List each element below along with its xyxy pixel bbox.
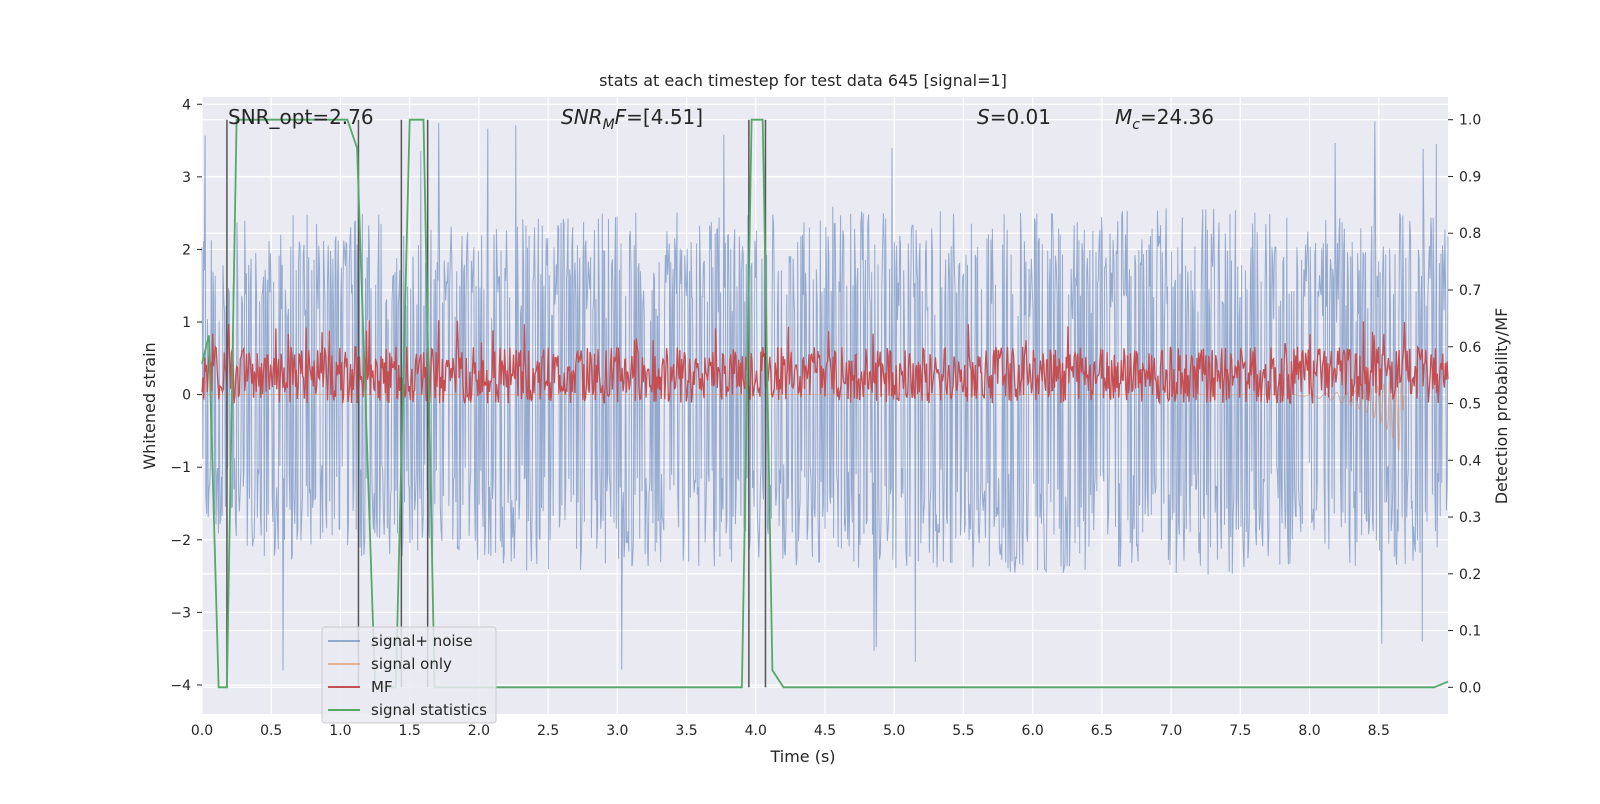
signal-only-chirp xyxy=(1281,373,1405,452)
x-tick-label: 7.0 xyxy=(1160,723,1182,739)
x-tick-label: 6.0 xyxy=(1022,723,1044,739)
x-tick-label: 8.5 xyxy=(1368,723,1390,739)
legend-label-stat: signal statistics xyxy=(371,701,487,719)
y-right-tick-label: 0.7 xyxy=(1459,283,1481,299)
x-tick-label: 3.5 xyxy=(675,723,697,739)
signal-only-series xyxy=(202,373,1405,452)
x-tick-label: 0.5 xyxy=(260,723,282,739)
mc-subscript: c xyxy=(1132,117,1140,133)
s-symbol: S xyxy=(977,105,990,129)
y-right-tick-label: 0.3 xyxy=(1459,510,1481,526)
y-right-tick-label: 0.4 xyxy=(1459,453,1481,469)
y-left-tick-label: 4 xyxy=(182,97,191,113)
x-tick-label: 6.5 xyxy=(1091,723,1113,739)
x-tick-label: 5.0 xyxy=(883,723,905,739)
y-left-tick-label: −4 xyxy=(170,678,191,694)
y-left-tick-label: −1 xyxy=(170,460,191,476)
chart-title: stats at each timestep for test data 645… xyxy=(599,71,1007,90)
y-right-tick-label: 1.0 xyxy=(1459,113,1481,129)
legend: signal+ noise signal only MF signal stat… xyxy=(321,626,497,724)
y-right-tick-label: 0.9 xyxy=(1459,169,1481,185)
mf-series xyxy=(201,320,1449,406)
x-tick-label: 4.0 xyxy=(745,723,767,739)
y-left-tick-label: −2 xyxy=(170,533,191,549)
x-tick-label: 7.5 xyxy=(1229,723,1251,739)
mf-line xyxy=(201,320,1449,406)
mc-value: =24.36 xyxy=(1140,105,1214,129)
y-axis-label-right: Detection probability/MF xyxy=(1492,308,1511,505)
snr-mf-tail: F xyxy=(615,105,627,129)
axis-ticks: 0.0 0.5 1.0 1.5 2.0 2.5 3.0 3.5 4.0 4.5 5.0 5.5 6.0 6… xyxy=(170,97,1481,739)
mc-symbol: M xyxy=(1115,105,1132,129)
x-tick-label: 2.0 xyxy=(468,723,490,739)
x-tick-label: 3.0 xyxy=(606,723,628,739)
mc-annotation: Mc=24.36 xyxy=(1115,105,1214,133)
y-right-tick-label: 0.0 xyxy=(1459,680,1481,696)
legend-box xyxy=(321,626,497,724)
snr-opt-annotation: SNR_opt=2.76 xyxy=(228,105,374,129)
y-left-tick-label: 1 xyxy=(182,315,191,331)
y-right-tick-label: 0.1 xyxy=(1459,624,1481,640)
s-value: =0.01 xyxy=(990,105,1051,129)
s-annotation: S=0.01 xyxy=(977,105,1051,129)
x-tick-label: 4.5 xyxy=(814,723,836,739)
x-tick-label: 5.5 xyxy=(952,723,974,739)
x-axis-label: Time (s) xyxy=(769,747,835,766)
y-right-tick-label: 0.2 xyxy=(1459,567,1481,583)
x-tick-label: 1.0 xyxy=(329,723,351,739)
legend-label-mf: MF xyxy=(371,678,393,696)
y-right-tick-label: 0.8 xyxy=(1459,226,1481,242)
signal-statistics-series xyxy=(201,118,1449,689)
y-right-tick-label: 0.5 xyxy=(1459,397,1481,413)
x-tick-label: 8.0 xyxy=(1298,723,1320,739)
snr-mf-annotation: SNRMF=[4.51] xyxy=(561,105,703,133)
y-right-tick-label: 0.6 xyxy=(1459,340,1481,356)
y-left-tick-label: 2 xyxy=(182,242,191,258)
y-left-tick-label: −3 xyxy=(170,605,191,621)
x-tick-label: 0.0 xyxy=(191,723,213,739)
snr-mf-subscript: M xyxy=(603,117,615,133)
y-left-tick-label: 0 xyxy=(182,388,191,404)
legend-label-signal: signal only xyxy=(371,655,452,673)
snr-mf-value: =[4.51] xyxy=(626,105,703,129)
legend-label-noise: signal+ noise xyxy=(371,632,473,650)
y-axis-label-left: Whitened strain xyxy=(140,342,159,469)
y-left-tick-label: 3 xyxy=(182,170,191,186)
detection-markers xyxy=(226,119,767,688)
x-tick-label: 2.5 xyxy=(537,723,559,739)
snr-mf-symbol: SNR xyxy=(561,105,603,129)
x-tick-label: 1.5 xyxy=(399,723,421,739)
signal-statistics-line xyxy=(201,118,1449,689)
